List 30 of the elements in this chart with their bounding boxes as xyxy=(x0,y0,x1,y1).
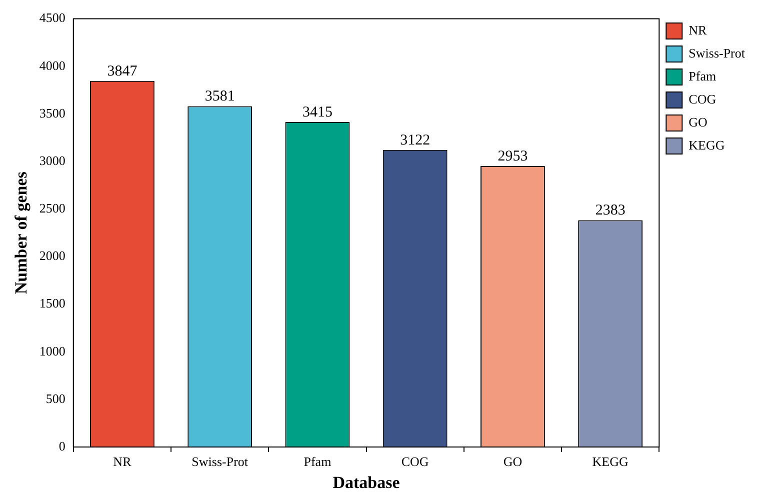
y-tick-label: 500 xyxy=(46,390,66,406)
legend-label: Swiss-Prot xyxy=(688,45,746,60)
data-label: 3581 xyxy=(204,88,235,105)
y-axis-title: Number of genes xyxy=(12,171,31,294)
y-tick-label: 4000 xyxy=(39,58,66,73)
y-tick-label: 2500 xyxy=(39,200,66,216)
x-tick-label: Swiss-Prot xyxy=(192,454,248,470)
x-tick-label: COG xyxy=(401,454,429,470)
data-label: 3415 xyxy=(302,104,332,120)
data-label: 3847 xyxy=(107,63,138,80)
y-tick-label: 4500 xyxy=(39,10,66,26)
data-label: 2383 xyxy=(595,202,626,219)
data-label: 3122 xyxy=(400,132,430,148)
y-tick-label: 1500 xyxy=(39,296,66,311)
x-tick-label: GO xyxy=(503,454,522,470)
legend-label: NR xyxy=(688,22,708,38)
legend-label: GO xyxy=(688,114,708,130)
x-axis-title: Database xyxy=(332,473,400,492)
y-tick-label: 3500 xyxy=(39,105,66,120)
legend-label: Pfam xyxy=(688,68,716,84)
y-tick-label: 3000 xyxy=(39,152,66,168)
x-tick-label: KEGG xyxy=(592,454,628,470)
data-label: 2953 xyxy=(498,148,528,164)
legend-label: KEGG xyxy=(688,137,725,152)
x-tick-label: Pfam xyxy=(304,454,332,470)
legend-label: COG xyxy=(688,91,716,106)
y-tick-label: 2000 xyxy=(39,248,66,264)
y-tick-label: 1000 xyxy=(39,343,66,358)
x-tick-label: NR xyxy=(113,454,132,470)
y-tick-label: 0 xyxy=(58,438,66,454)
